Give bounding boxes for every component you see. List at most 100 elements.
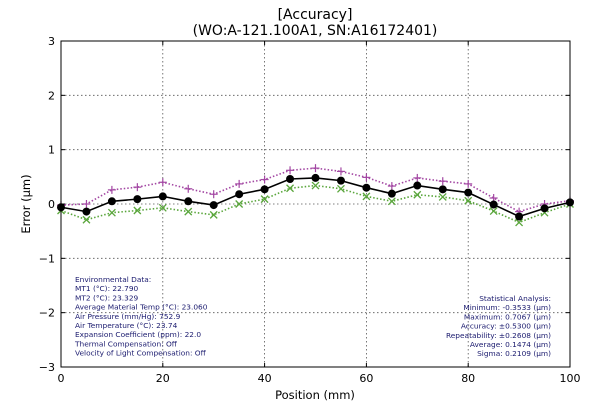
data-point-forward xyxy=(438,177,447,186)
y-tick-label: −2 xyxy=(39,307,55,320)
statistical-analysis-line: Average: 0.1474 (µm) xyxy=(470,340,551,349)
x-tick-label: 100 xyxy=(560,372,581,385)
chart-title: [Accuracy] xyxy=(278,7,353,23)
environmental-data-line: MT2 (°C): 23.329 xyxy=(75,293,139,302)
data-point-average xyxy=(184,197,193,206)
chart-subtitle: (WO:A-121.100A1, SN:A16172401) xyxy=(193,23,438,39)
data-point-reverse xyxy=(209,210,218,219)
data-point-reverse xyxy=(107,208,116,217)
data-point-forward xyxy=(387,182,396,191)
data-point-forward xyxy=(413,173,422,182)
x-marker-b xyxy=(464,196,473,205)
data-point-forward xyxy=(158,178,167,187)
data-point-reverse xyxy=(82,215,91,224)
y-tick-label: −1 xyxy=(39,252,55,265)
data-point-reverse xyxy=(235,200,244,208)
y-tick-label: 2 xyxy=(48,89,55,102)
x-marker-b xyxy=(387,197,396,206)
environmental-data-line: Air Temperature (°C): 23.74 xyxy=(75,321,178,330)
data-point-reverse xyxy=(362,192,371,201)
data-point-forward xyxy=(82,200,91,208)
data-point-reverse xyxy=(438,192,447,201)
data-point-reverse xyxy=(260,195,269,204)
axis-ticks xyxy=(60,40,571,368)
data-point-average xyxy=(515,212,524,221)
x-tick-label: 40 xyxy=(258,372,272,385)
data-point-forward xyxy=(336,167,345,176)
data-point-reverse xyxy=(158,203,167,212)
statistical-analysis-block: Statistical Analysis:Minimum: -0.3533 (µ… xyxy=(446,294,551,358)
x-marker-b xyxy=(336,184,345,193)
data-point-forward xyxy=(286,166,295,175)
data-point-average xyxy=(235,190,244,199)
data-point-average xyxy=(209,201,218,210)
data-point-average xyxy=(311,173,320,182)
environmental-data-line: MT1 (°C): 22.790 xyxy=(75,284,139,293)
data-point-reverse xyxy=(387,197,396,206)
y-tick-label: 3 xyxy=(48,35,55,48)
data-point-reverse xyxy=(336,184,345,193)
data-point-average xyxy=(413,181,422,190)
data-point-average xyxy=(82,207,91,216)
x-marker-b xyxy=(235,200,244,208)
environmental-data-line: Thermal Compensation: Off xyxy=(74,339,178,348)
x-marker-b xyxy=(413,190,422,199)
tick-labels: 0 20 40 60 80 100 −3 −2 −1 0 1 2 3 xyxy=(39,35,581,385)
data-point-reverse xyxy=(515,218,524,227)
data-point-average xyxy=(336,176,345,185)
data-point-forward xyxy=(311,164,320,173)
data-point-forward xyxy=(362,173,371,182)
statistical-analysis-line: Sigma: 0.2109 (µm) xyxy=(477,349,551,358)
data-point-forward xyxy=(235,179,244,188)
environmental-data-line: Velocity of Light Compensation: Off xyxy=(75,349,207,358)
data-point-average xyxy=(362,183,371,192)
statistical-analysis-line: Accuracy: ±0.5300 (µm) xyxy=(461,322,551,331)
data-point-reverse xyxy=(413,190,422,199)
x-marker-b xyxy=(133,206,142,215)
data-point-average xyxy=(387,189,396,198)
x-marker-b xyxy=(438,192,447,201)
statistical-analysis-line: Statistical Analysis: xyxy=(479,294,551,303)
data-point-forward xyxy=(464,179,473,188)
data-point-average xyxy=(107,197,116,206)
data-point-reverse xyxy=(464,196,473,205)
data-point-reverse xyxy=(311,181,320,190)
data-point-reverse xyxy=(184,207,193,216)
x-marker-b xyxy=(184,207,193,216)
x-tick-label: 20 xyxy=(156,372,170,385)
x-marker-b xyxy=(209,210,218,219)
x-tick-label: 60 xyxy=(359,372,373,385)
y-tick-label: 1 xyxy=(48,144,55,157)
y-tick-label: −3 xyxy=(39,361,55,374)
x-marker-b xyxy=(311,181,320,190)
grid-lines xyxy=(61,41,570,367)
statistical-analysis-line: Repeatability: ±0.2608 (µm) xyxy=(446,331,551,340)
data-series xyxy=(57,164,574,227)
data-point-average xyxy=(158,192,167,201)
data-point-forward xyxy=(107,185,116,194)
data-point-average xyxy=(133,195,142,204)
data-point-average xyxy=(540,204,549,213)
data-point-average xyxy=(286,175,295,184)
data-point-forward xyxy=(184,184,193,193)
y-tick-label: 0 xyxy=(48,198,55,211)
x-marker-b xyxy=(286,184,295,193)
data-point-reverse xyxy=(133,206,142,215)
x-tick-label: 80 xyxy=(461,372,475,385)
environmental-data-line: Environmental Data: xyxy=(75,275,151,284)
statistical-analysis-line: Minimum: -0.3533 (µm) xyxy=(463,303,551,312)
x-marker-b xyxy=(82,215,91,224)
statistical-analysis-line: Maximum: 0.7067 (µm) xyxy=(464,312,551,321)
series-line-forward xyxy=(60,167,571,213)
data-point-forward xyxy=(260,175,269,184)
data-point-average xyxy=(438,185,447,194)
data-point-reverse xyxy=(489,207,498,216)
x-marker-b xyxy=(515,218,524,227)
environmental-data-line: Air Pressure (mm/Hg): 752.9 xyxy=(75,312,181,321)
x-marker-b xyxy=(158,203,167,212)
environmental-data-line: Average Material Temp (°C): 23.060 xyxy=(75,303,208,312)
data-point-forward xyxy=(209,190,218,199)
x-marker-b xyxy=(107,208,116,217)
